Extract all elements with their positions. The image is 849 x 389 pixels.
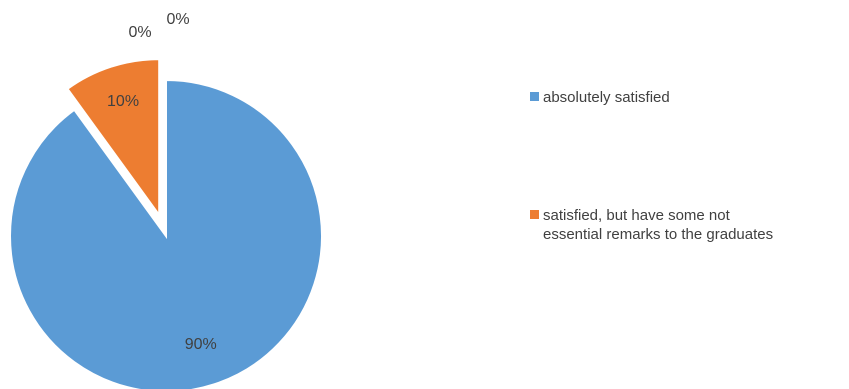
data-label: 10% [107, 93, 139, 110]
legend-label: satisfied, but have some not essential r… [543, 207, 774, 243]
data-label: 90% [185, 336, 217, 353]
pie-slice[interactable] [9, 78, 323, 389]
pie-slice[interactable] [66, 58, 161, 219]
legend-item-satisfied-with-remarks[interactable]: satisfied, but have some not essential r… [530, 206, 773, 244]
legend-swatch-orange [530, 210, 539, 219]
legend-item-absolutely-satisfied[interactable]: absolutely satisfied [530, 88, 670, 107]
legend-label: absolutely satisfied [543, 89, 670, 106]
data-label: 0% [128, 24, 151, 41]
data-label: 0% [166, 11, 189, 28]
legend-swatch-blue [530, 92, 539, 101]
